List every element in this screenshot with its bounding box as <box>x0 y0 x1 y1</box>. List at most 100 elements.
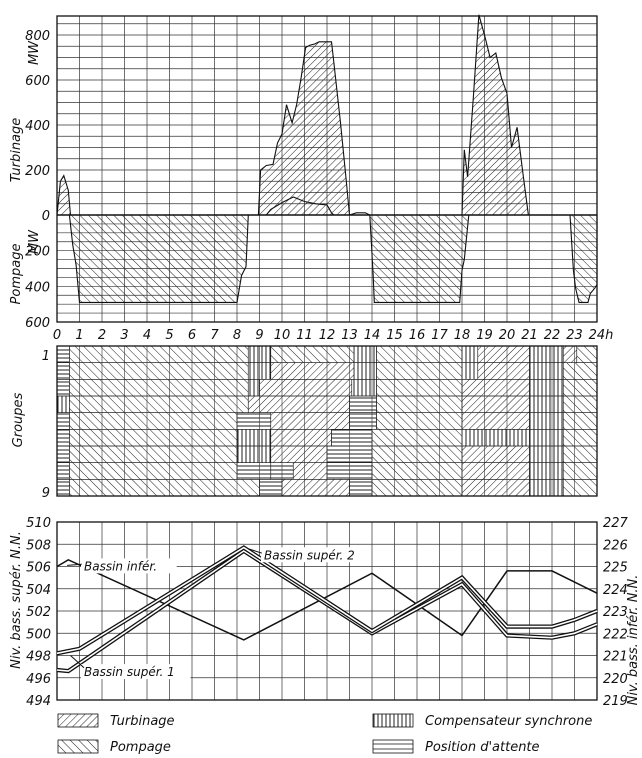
group-segment <box>376 379 463 397</box>
groups-axis-label: Groupes <box>11 392 26 447</box>
hour-tick-label: 14 <box>364 328 381 343</box>
hour-tick-label: 12 <box>319 328 336 343</box>
group-segment <box>349 479 373 497</box>
levels-panel: Bassin infér. Bassin supér. 2 Bassin supér… <box>9 516 641 709</box>
hour-tick-label: 23 <box>566 328 583 343</box>
hour-tick-label: 15 <box>386 328 403 343</box>
hour-tick-label: 8 <box>233 328 241 343</box>
left-level-tick-label: 496 <box>26 672 51 687</box>
group-segment <box>461 345 479 363</box>
group-segment <box>69 445 238 463</box>
power-frame <box>56 15 598 323</box>
left-level-tick-label: 508 <box>26 538 51 553</box>
legend-label: Turbinage <box>110 714 175 729</box>
level-line-inner <box>56 546 598 655</box>
group-segment <box>576 345 598 363</box>
group-segment <box>353 362 377 380</box>
group-segment <box>562 412 598 430</box>
group-segment <box>461 362 479 380</box>
turbinage-tick-label: 800 <box>25 29 50 44</box>
hour-tick-label: 4 <box>143 328 151 343</box>
pompage-tick-label: 200 <box>25 245 50 260</box>
group-segment <box>236 445 272 463</box>
hour-tick-label: 2 <box>98 328 106 343</box>
group-segment <box>562 362 598 380</box>
group-segment <box>376 395 463 413</box>
group-segment <box>56 412 70 430</box>
group-segment <box>247 395 350 413</box>
hour-tick-label: 19 <box>476 328 493 343</box>
hour-tick-label: 24h <box>589 328 614 343</box>
group-row-label-last: 9 <box>42 486 50 501</box>
left-level-tick-label: 500 <box>26 627 51 642</box>
hour-tick-label: 0 <box>53 328 61 343</box>
hour-tick-label: 5 <box>165 328 173 343</box>
group-segment <box>529 362 564 380</box>
power-panel: 8006004002000200400600TurbinageMWPompage… <box>9 14 614 343</box>
group-segment <box>353 345 377 363</box>
hour-tick-label: 9 <box>255 328 263 343</box>
turbinage-unit-label: MW <box>27 40 42 65</box>
hour-tick-label: 6 <box>188 328 196 343</box>
legend-swatch-C <box>372 713 414 728</box>
legend-label: Pompage <box>110 740 171 755</box>
right-level-tick-label: 225 <box>603 561 628 576</box>
annotation-bg <box>81 558 177 574</box>
group-segment <box>376 362 463 380</box>
group-segment <box>259 379 353 397</box>
leader-line <box>248 548 262 554</box>
group-segment <box>529 412 564 430</box>
group-segment <box>562 395 598 413</box>
group-segment <box>376 345 463 363</box>
group-segment <box>69 379 249 397</box>
pompage-tick-label: 600 <box>25 316 50 331</box>
turbinage-area <box>56 14 530 216</box>
group-segment <box>461 429 530 447</box>
group-segment <box>56 345 70 363</box>
group-segment <box>69 462 238 480</box>
hour-tick-label: 7 <box>210 328 219 343</box>
level-line-inner <box>56 549 598 672</box>
hour-tick-label: 21 <box>521 328 538 343</box>
turbinage-tick-label: 600 <box>25 74 50 89</box>
legend-label: Position d'attente <box>425 740 540 755</box>
hour-tick-label: 1 <box>75 328 83 343</box>
pompage-tick-label: 400 <box>25 280 50 295</box>
group-segment <box>529 479 564 497</box>
group-segment <box>56 429 70 447</box>
pompage-area <box>68 214 598 303</box>
group-segment <box>331 429 373 447</box>
series-annotation: Bassin supér. 1 <box>84 665 175 679</box>
group-segment <box>270 445 328 463</box>
legend: Turbinage Pompage Compensateur synchrone Po… <box>57 713 592 755</box>
group-segment <box>461 379 530 397</box>
level-line-Bassin infér. <box>56 558 598 641</box>
group-segment <box>349 395 377 413</box>
leader-line <box>67 563 82 566</box>
group-segment <box>56 362 70 380</box>
left-level-tick-label: 502 <box>26 605 51 620</box>
hour-tick-label: 3 <box>120 328 128 343</box>
right-level-tick-label: 226 <box>603 538 628 553</box>
right-level-tick-label: 220 <box>603 672 628 687</box>
group-segment <box>529 462 564 480</box>
group-segment <box>461 479 530 497</box>
series-annotation: Bassin infér. <box>84 559 157 573</box>
groups-frame <box>56 345 598 497</box>
left-level-tick-label: 504 <box>26 583 51 598</box>
right-level-tick-label: 221 <box>603 650 628 665</box>
group-segment <box>56 379 70 397</box>
group-segment <box>562 379 598 397</box>
group-segment <box>69 362 249 380</box>
group-segment <box>529 395 564 413</box>
hour-tick-label: 18 <box>454 328 471 343</box>
hour-tick-label: 20 <box>499 328 516 343</box>
group-segment <box>236 429 272 447</box>
group-segment <box>236 412 272 430</box>
pompage-unit-label: MW <box>27 229 42 254</box>
hour-tick-label: 17 <box>431 328 448 343</box>
group-segment <box>270 345 355 363</box>
right-level-tick-label: 222 <box>603 627 628 642</box>
group-segment <box>562 479 598 497</box>
